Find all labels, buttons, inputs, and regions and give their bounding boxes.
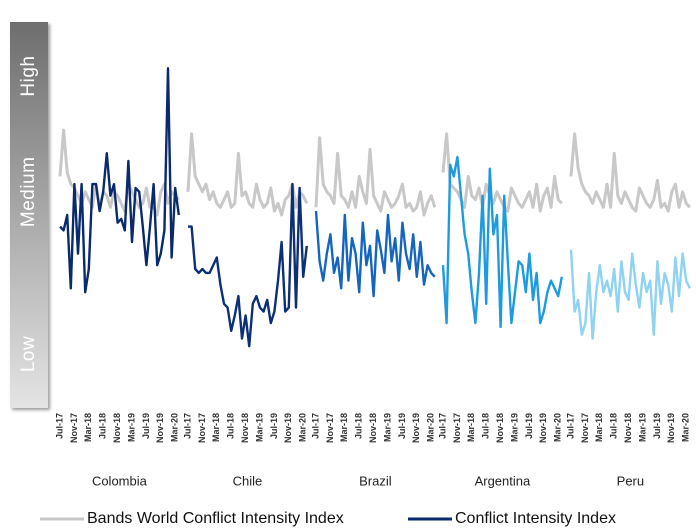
x-tick-label: Mar-18 (594, 413, 604, 442)
panel-label: Argentina (475, 473, 531, 488)
x-tick-label: Mar-18 (83, 413, 93, 442)
x-tick-label: Mar-19 (254, 413, 264, 442)
x-tick-label: Jul-17 (310, 413, 320, 439)
x-tick-label: Nov-19 (538, 413, 548, 443)
legend-label: Bands World Conflict Intensity Index (87, 510, 344, 527)
x-tick-label: Jul-19 (524, 413, 534, 439)
y-tick-label: High (18, 56, 39, 97)
panel-label: Colombia (92, 473, 148, 488)
x-tick-label: Mar-18 (466, 413, 476, 442)
x-tick-label: Jul-19 (269, 413, 279, 439)
x-tick-label: Jul-18 (609, 413, 619, 439)
x-tick-label: Jul-17 (54, 413, 64, 439)
benchmark-line (314, 136, 437, 217)
x-tick-label: Jul-17 (182, 413, 192, 439)
x-tick-label: Mar-18 (339, 413, 349, 442)
intensity-line (441, 155, 563, 329)
x-tick-label: Nov-17 (452, 413, 462, 443)
x-tick-label: Mar-18 (211, 413, 221, 442)
x-tick-label: Nov-19 (666, 413, 676, 443)
x-tick-label: Jul-18 (354, 413, 364, 439)
intensity-line (314, 211, 436, 298)
panel-label: Peru (617, 473, 644, 488)
x-tick-label: Jul-19 (141, 413, 151, 439)
intensity-line (569, 249, 691, 340)
x-tick-label: Jul-17 (437, 413, 447, 439)
x-tick-label: Nov-18 (112, 413, 122, 443)
y-tick-label: Low (18, 336, 39, 372)
x-tick-label: Jul-18 (226, 413, 236, 439)
x-tick-label: Mar-20 (298, 413, 308, 442)
x-tick-label: Nov-19 (283, 413, 293, 443)
intensity-line (188, 182, 308, 348)
x-tick-label: Jul-19 (652, 413, 662, 439)
panel-label: Brazil (359, 473, 392, 488)
x-tick-label: Jul-19 (397, 413, 407, 439)
x-tick-label: Nov-18 (240, 413, 250, 443)
intensity-band (10, 22, 48, 408)
x-tick-label: Nov-17 (197, 413, 207, 443)
x-tick-label: Jul-17 (565, 413, 575, 439)
benchmark-line (58, 128, 180, 217)
x-tick-label: Mar-20 (426, 413, 436, 442)
x-tick-label: Mar-20 (170, 413, 180, 442)
x-tick-label: Nov-18 (368, 413, 378, 443)
x-tick-label: Mar-19 (637, 413, 647, 442)
x-tick-label: Nov-17 (580, 413, 590, 443)
x-tick-label: Nov-19 (155, 413, 165, 443)
x-tick-label: Mar-19 (126, 413, 136, 442)
panel-label: Chile (233, 473, 263, 488)
x-tick-label: Mar-20 (553, 413, 563, 442)
y-tick-label: Medium (18, 157, 39, 228)
x-tick-label: Mar-19 (382, 413, 392, 442)
x-tick-label: Mar-20 (681, 413, 691, 442)
x-tick-label: Jul-18 (98, 413, 108, 439)
legend-label: Conflict Intensity Index (455, 510, 616, 527)
benchmark-line (186, 132, 309, 217)
x-tick-label: Nov-17 (69, 413, 79, 443)
benchmark-line (569, 132, 691, 213)
intensity-line (59, 67, 180, 294)
x-tick-label: Nov-18 (495, 413, 505, 443)
x-tick-label: Nov-18 (623, 413, 633, 443)
x-tick-label: Jul-18 (481, 413, 491, 439)
x-tick-label: Nov-19 (411, 413, 421, 443)
x-tick-label: Mar-19 (509, 413, 519, 442)
x-tick-label: Nov-17 (325, 413, 335, 443)
